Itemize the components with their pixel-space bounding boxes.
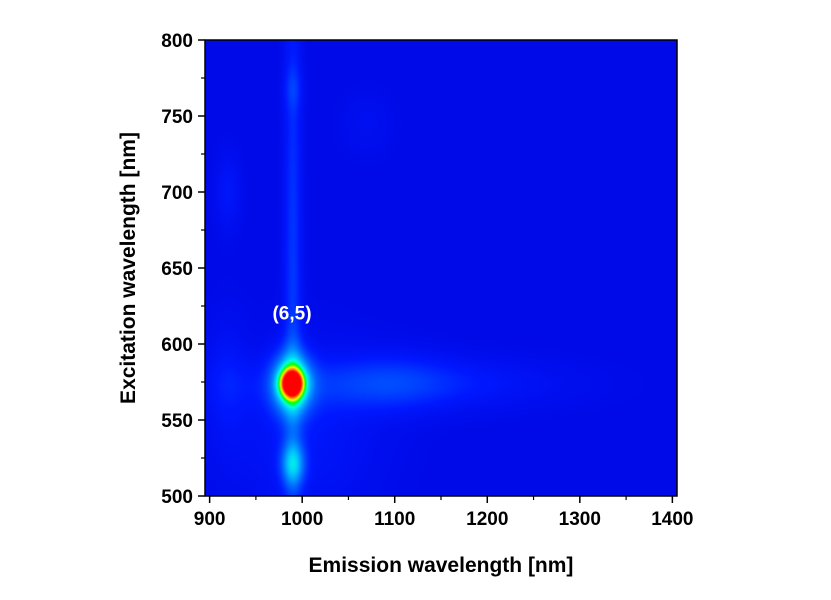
y-tick-label: 700 (161, 183, 193, 204)
x-tick-label: 1100 (374, 509, 415, 530)
x-tick-label: 1300 (559, 509, 601, 530)
x-tick-label: 900 (194, 509, 226, 530)
y-tick-label: 550 (161, 411, 193, 432)
y-tick-label: 750 (161, 107, 193, 128)
x-axis-ticks: 900 1000 1100 1200 1300 1400 (194, 496, 694, 530)
y-axis-ticks: 500 550 600 650 700 750 800 (161, 31, 205, 508)
y-tick-label: 800 (161, 31, 193, 52)
y-axis-title: Excitation wavelength [nm] (117, 132, 140, 404)
x-tick-label: 1000 (281, 509, 323, 530)
x-axis-title: Emission wavelength [nm] (309, 554, 574, 577)
x-tick-label: 1400 (651, 509, 693, 530)
heatmap-image (205, 40, 677, 496)
annotations: (6,5) (272, 304, 311, 325)
y-tick-label: 500 (161, 487, 193, 508)
y-tick-label: 650 (161, 259, 193, 280)
y-tick-label: 600 (161, 335, 193, 356)
x-tick-label: 1200 (466, 509, 508, 530)
peak-annotation: (6,5) (272, 304, 311, 325)
